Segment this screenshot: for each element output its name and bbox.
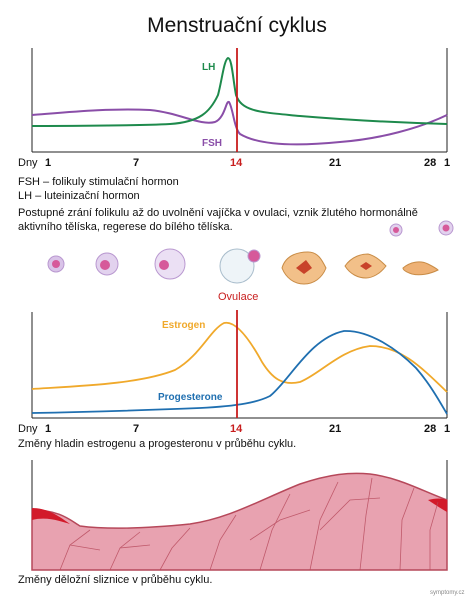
tick-day-1-end-bottom: 1 <box>444 423 451 435</box>
watermark: symptomy.cz <box>430 590 465 596</box>
endometrium-illustration <box>31 460 448 571</box>
corpus-albicans <box>402 261 439 276</box>
endometrium-caption: Změny děložní sliznice v průběhu cyklu. <box>18 574 213 586</box>
tick-day-28-bottom: 28 <box>424 423 437 435</box>
follicle-stage-2 <box>95 252 119 276</box>
lh-definition: LH – luteinizační hormon <box>18 190 140 202</box>
days-axis-prefix-top: Dny <box>18 157 38 169</box>
tick-day-21-bottom: 21 <box>329 423 342 435</box>
released-egg-2 <box>438 220 454 236</box>
estrogen-label: Estrogen <box>162 320 206 331</box>
estrogen-curve <box>31 322 448 393</box>
lh-label: LH <box>202 62 216 73</box>
tick-day-1-end-top: 1 <box>444 157 451 169</box>
fsh-curve <box>31 100 448 146</box>
fsh-definition: FSH – folikuly stimulační hormon <box>18 176 179 188</box>
tick-day-28-top: 28 <box>424 157 437 169</box>
follicle-stage-3 <box>154 248 186 280</box>
follicle-description: Postupné zrání folikulu až do uvolnění v… <box>18 207 418 233</box>
ovulation-label: Ovulace <box>218 291 259 303</box>
steroid-caption: Změny hladin estrogenu a progesteronu v … <box>18 438 297 450</box>
corpus-luteum-1 <box>281 251 327 285</box>
tick-day-14-bottom: 14 <box>230 423 243 435</box>
follicle-stage-1 <box>47 255 65 273</box>
tick-day-7-top: 7 <box>133 157 140 169</box>
page-title: Menstruační cyklus <box>147 14 327 37</box>
tick-day-1-top: 1 <box>45 157 52 169</box>
follicle-stage-4 <box>219 248 261 284</box>
fsh-label: FSH <box>202 138 222 149</box>
tick-day-21-top: 21 <box>329 157 342 169</box>
hormone-chart-frame <box>31 48 448 153</box>
lh-curve <box>31 56 448 127</box>
tick-day-7-bottom: 7 <box>133 423 140 435</box>
progesterone-curve <box>31 330 448 415</box>
released-egg-1 <box>389 223 403 237</box>
steroid-chart-frame <box>31 312 448 419</box>
tick-day-14-top: 14 <box>230 157 243 169</box>
corpus-luteum-2 <box>344 253 387 279</box>
days-axis-prefix-bottom: Dny <box>18 423 38 435</box>
progesterone-label: Progesterone <box>158 392 223 403</box>
tick-day-1-bottom: 1 <box>45 423 52 435</box>
